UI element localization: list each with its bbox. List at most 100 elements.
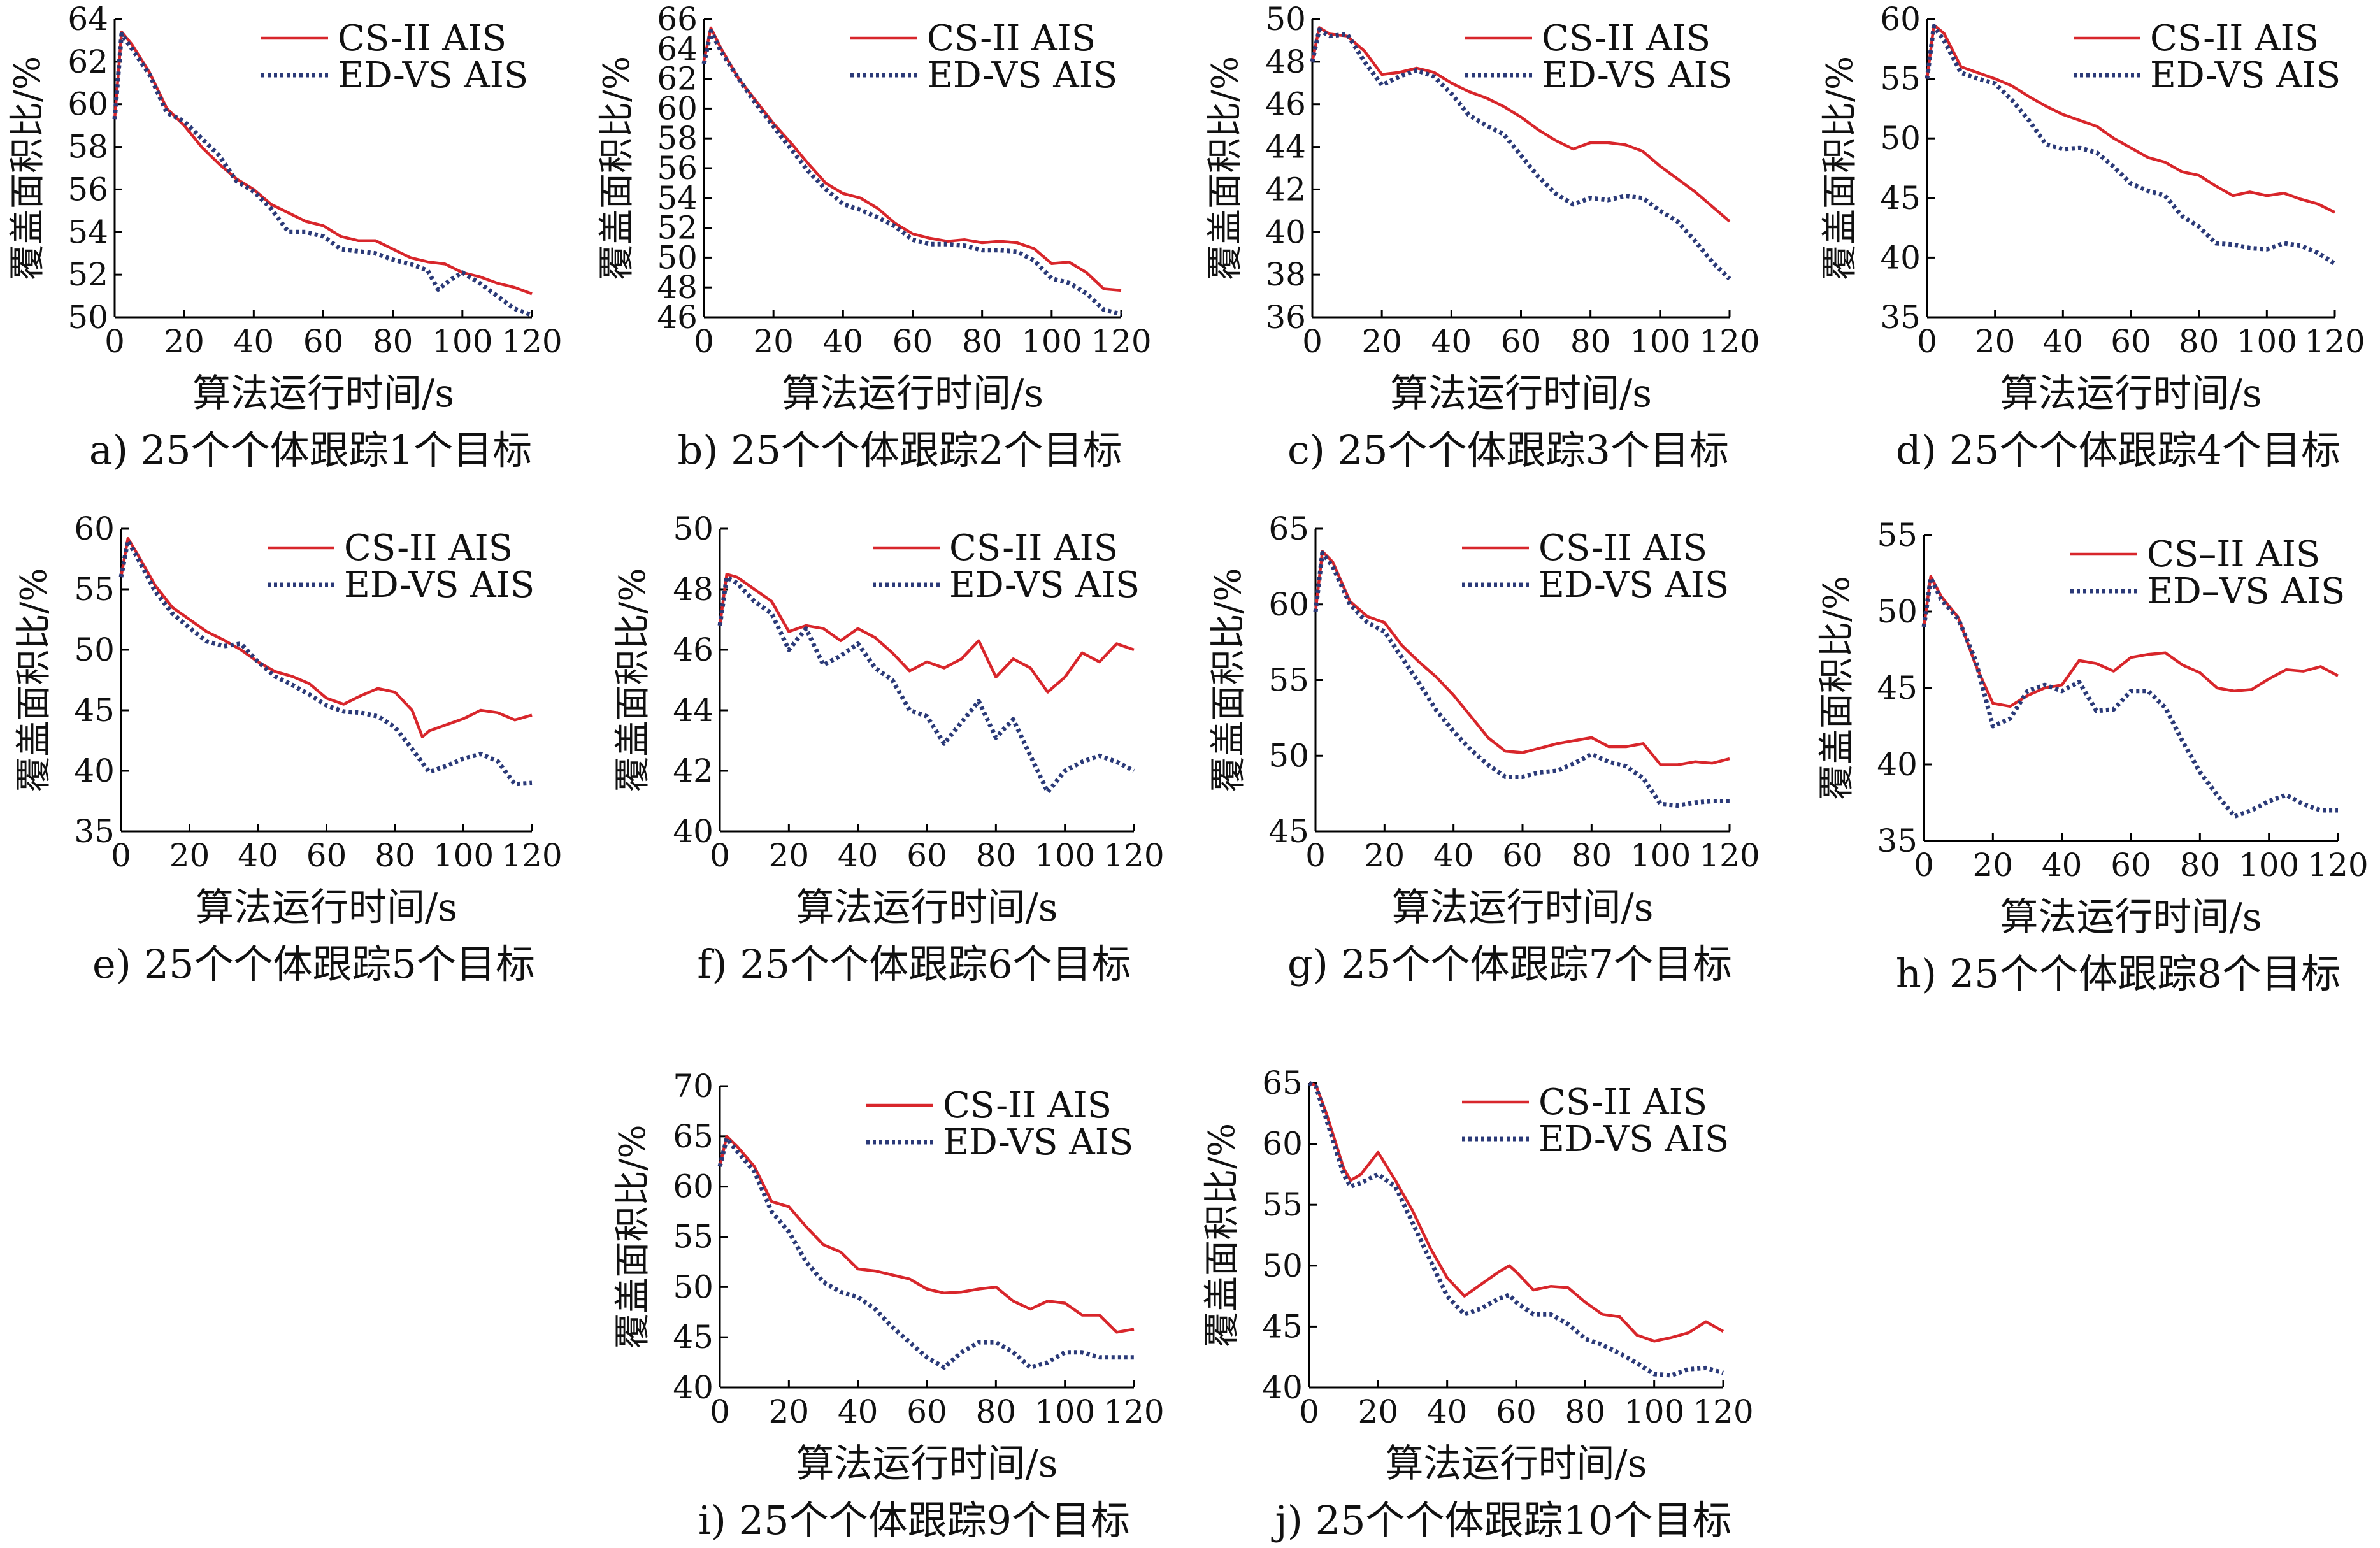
y-tick-label: 50	[1268, 737, 1309, 774]
x-tick-label: 80	[375, 837, 415, 874]
panel-caption: f) 25个个体跟踪6个目标	[697, 941, 1131, 987]
legend-label: CS-II AIS	[1538, 1082, 1707, 1123]
y-tick-label: 55	[74, 571, 115, 608]
x-tick-label: 20	[164, 323, 204, 360]
legend-label: CS-II AIS	[344, 527, 513, 569]
x-tick-label: 120	[1699, 323, 1760, 360]
y-tick-label: 62	[68, 43, 108, 80]
x-tick-label: 80	[976, 1393, 1017, 1430]
y-tick-label: 66	[657, 1, 698, 38]
x-tick-label: 40	[2043, 323, 2084, 360]
panel-caption: c) 25个个体跟踪3个目标	[1287, 427, 1729, 473]
x-tick-label: 60	[907, 1393, 947, 1430]
chart-panel-8: 35404550550 20 40 60 80 100 120覆盖面积比/%算法运行时间/s…	[1816, 517, 2369, 997]
y-tick-label: 45	[1268, 813, 1309, 850]
x-tick-label: 120	[1103, 837, 1164, 874]
y-tick-label: 70	[673, 1068, 713, 1105]
y-tick-label: 35	[1880, 299, 1921, 336]
x-tick-label: 60	[1496, 1393, 1537, 1430]
y-tick-label: 40	[673, 813, 713, 850]
legend-label: ED-VS AIS	[927, 55, 1117, 96]
y-tick-label: 38	[1265, 256, 1306, 293]
x-axis-label: 算法运行时间/s	[2000, 895, 2262, 940]
x-tick-label: 100	[432, 323, 492, 360]
x-tick-label: 80	[1565, 1393, 1606, 1430]
y-tick-label: 45	[1262, 1308, 1303, 1345]
chart-panel-10: 40 45 50 55 60 65 0 20 40 60 80 100 120 覆盖面积比/% 算法运行时间…	[1201, 1064, 1754, 1544]
legend-label: ED-VS AIS	[338, 55, 528, 96]
y-axis-label: 覆盖面积比/%	[596, 56, 638, 280]
y-axis-label: 覆盖面积比/%	[612, 568, 654, 792]
y-tick-label: 52	[68, 256, 108, 293]
series-line-ed-vs-ais	[720, 1138, 1134, 1368]
x-axis-label: 算法运行时间/s	[2000, 371, 2262, 416]
x-tick-label: 0	[1305, 837, 1326, 874]
y-tick-label: 55	[1880, 61, 1921, 97]
x-axis-label: 算法运行时间/s	[796, 1442, 1057, 1486]
x-tick-label: 40	[234, 323, 275, 360]
x-tick-label: 0	[710, 837, 730, 874]
legend-label: ED-VS AIS	[1538, 564, 1729, 606]
x-tick-label: 100	[1630, 837, 1691, 874]
legend-label: CS–II AIS	[2147, 534, 2320, 575]
x-tick-label: 0	[111, 837, 131, 874]
legend-label: CS-II AIS	[2150, 18, 2319, 59]
y-tick-label: 55	[673, 1219, 713, 1256]
x-axis-label: 算法运行时间/s	[796, 885, 1057, 930]
legend-label: ED-VS AIS	[943, 1122, 1133, 1163]
legend-label: ED-VS AIS	[344, 564, 534, 606]
y-tick-label: 40	[1265, 213, 1306, 250]
x-tick-label: 20	[1975, 323, 2016, 360]
chart-panel-3: 36384042444648500 20 40 60 80 100 120覆盖面积比/%算法…	[1205, 1, 1760, 473]
x-tick-label: 80	[976, 837, 1017, 874]
y-tick-label: 60	[1880, 1, 1921, 38]
y-tick-label: 35	[1877, 822, 1918, 859]
legend-label: CS-II AIS	[1542, 18, 1710, 59]
x-axis-label: 算法运行时间/s	[1390, 371, 1652, 416]
y-tick-label: 44	[1265, 129, 1306, 166]
x-tick-label: 60	[907, 837, 947, 874]
chart-panel-2: 46485052545658606264660 20 40 60 80 100 120覆盖面…	[596, 1, 1152, 473]
y-tick-label: 54	[68, 213, 108, 250]
y-axis-label: 覆盖面积比/%	[612, 1124, 654, 1349]
y-tick-label: 40	[673, 1369, 713, 1406]
y-tick-label: 56	[68, 171, 108, 208]
x-tick-label: 100	[2239, 847, 2299, 884]
y-tick-label: 50	[1880, 120, 1921, 157]
x-tick-label: 80	[2180, 847, 2221, 884]
panel-caption: e) 25个个体跟踪5个目标	[92, 941, 535, 987]
x-tick-label: 40	[1433, 837, 1474, 874]
legend-label: CS-II AIS	[1538, 527, 1707, 569]
x-tick-label: 100	[1630, 323, 1690, 360]
x-tick-label: 0	[1302, 323, 1323, 360]
legend-label: ED-VS AIS	[1542, 55, 1732, 96]
y-tick-label: 44	[673, 692, 713, 729]
legend-label: CS-II AIS	[943, 1085, 1112, 1126]
x-tick-label: 20	[1365, 837, 1405, 874]
x-tick-label: 60	[892, 323, 933, 360]
y-tick-label: 48	[673, 571, 713, 608]
y-axis-label: 覆盖面积比/%	[1205, 56, 1246, 280]
y-tick-label: 65	[673, 1118, 713, 1155]
y-tick-label: 40	[74, 752, 115, 789]
y-tick-label: 45	[673, 1319, 713, 1356]
y-axis-label: 覆盖面积比/%	[7, 56, 48, 280]
x-tick-label: 120	[501, 323, 562, 360]
x-tick-label: 40	[238, 837, 278, 874]
x-tick-label: 20	[753, 323, 794, 360]
legend-label: CS-II AIS	[338, 18, 506, 59]
x-tick-label: 120	[2307, 847, 2368, 884]
x-tick-label: 120	[501, 837, 562, 874]
y-tick-label: 45	[74, 692, 115, 729]
x-tick-label: 80	[373, 323, 413, 360]
panel-caption: b) 25个个体跟踪2个目标	[678, 427, 1122, 473]
x-tick-label: 100	[1021, 323, 1082, 360]
x-tick-label: 40	[1427, 1393, 1468, 1430]
x-tick-label: 100	[1035, 1393, 1095, 1430]
x-axis-label: 算法运行时间/s	[782, 371, 1043, 416]
x-tick-label: 120	[1103, 1393, 1164, 1430]
y-tick-label: 55	[1877, 517, 1918, 554]
y-axis-label: 覆盖面积比/%	[1208, 568, 1249, 792]
x-tick-label: 60	[306, 837, 347, 874]
series-line-ed-vs-ais	[720, 577, 1134, 792]
